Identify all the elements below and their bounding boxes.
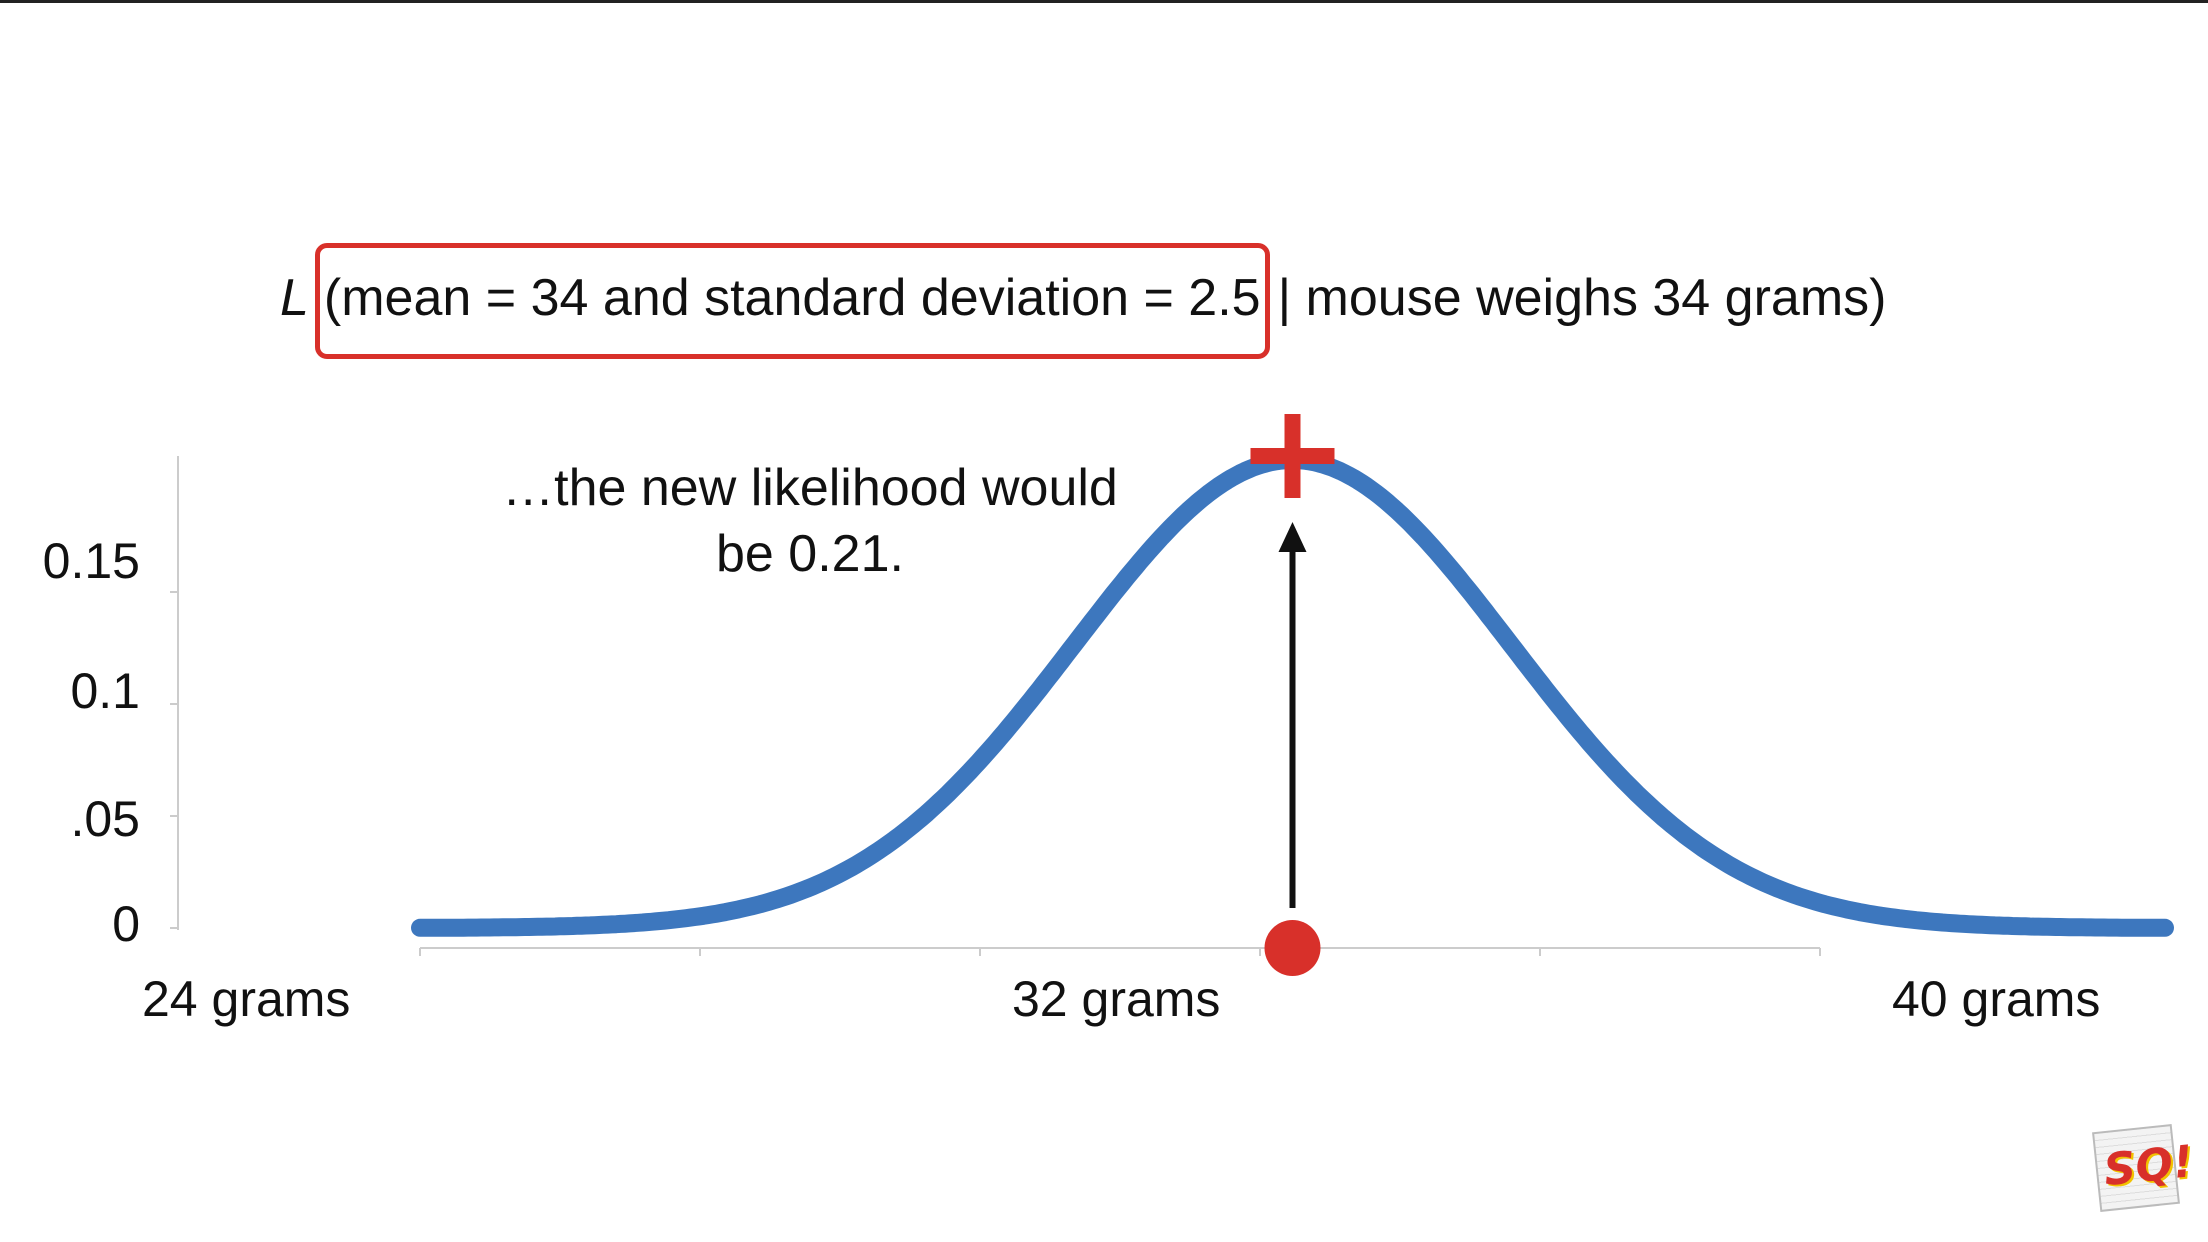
y-tick-label-0.05: .05 [70, 791, 140, 847]
logo-text: SQ! [2101, 1136, 2196, 1197]
axes [170, 456, 1821, 956]
likelihood-plus-vertical [1284, 414, 1301, 498]
x-tick-label-40: 40 grams [1892, 971, 2101, 1027]
x-tick-label-24: 24 grams [142, 971, 351, 1027]
marks-layer [1250, 414, 1335, 976]
formula-highlight-box: (mean = 34 and standard deviation = 2.5 [314, 243, 1270, 359]
formula-suffix: | mouse weighs 34 grams) [1277, 269, 1887, 327]
formula-boxed-text: (mean = 34 and standard deviation = 2.5 [323, 269, 1261, 327]
formula-prefix: L [280, 269, 309, 327]
y-tick-label-0.15: 0.15 [42, 533, 140, 589]
likelihood-arrow-head [1278, 522, 1307, 552]
likelihood-formula: L (mean = 34 and standard deviation = 2.5… [280, 243, 1887, 359]
annotation: …the new likelihood would be 0.21. [450, 455, 1170, 587]
top-rule [0, 0, 2208, 3]
y-tick-label-0: 0 [112, 896, 140, 952]
y-tick-label-0.1: 0.1 [70, 663, 140, 719]
annotation-line-2: be 0.21. [716, 525, 904, 583]
x-tick-label-32: 32 grams [1012, 971, 1221, 1027]
annotation-line-1: …the new likelihood would [502, 459, 1118, 517]
channel-logo: SQ! [2092, 1124, 2195, 1212]
observation-point [1264, 920, 1321, 976]
